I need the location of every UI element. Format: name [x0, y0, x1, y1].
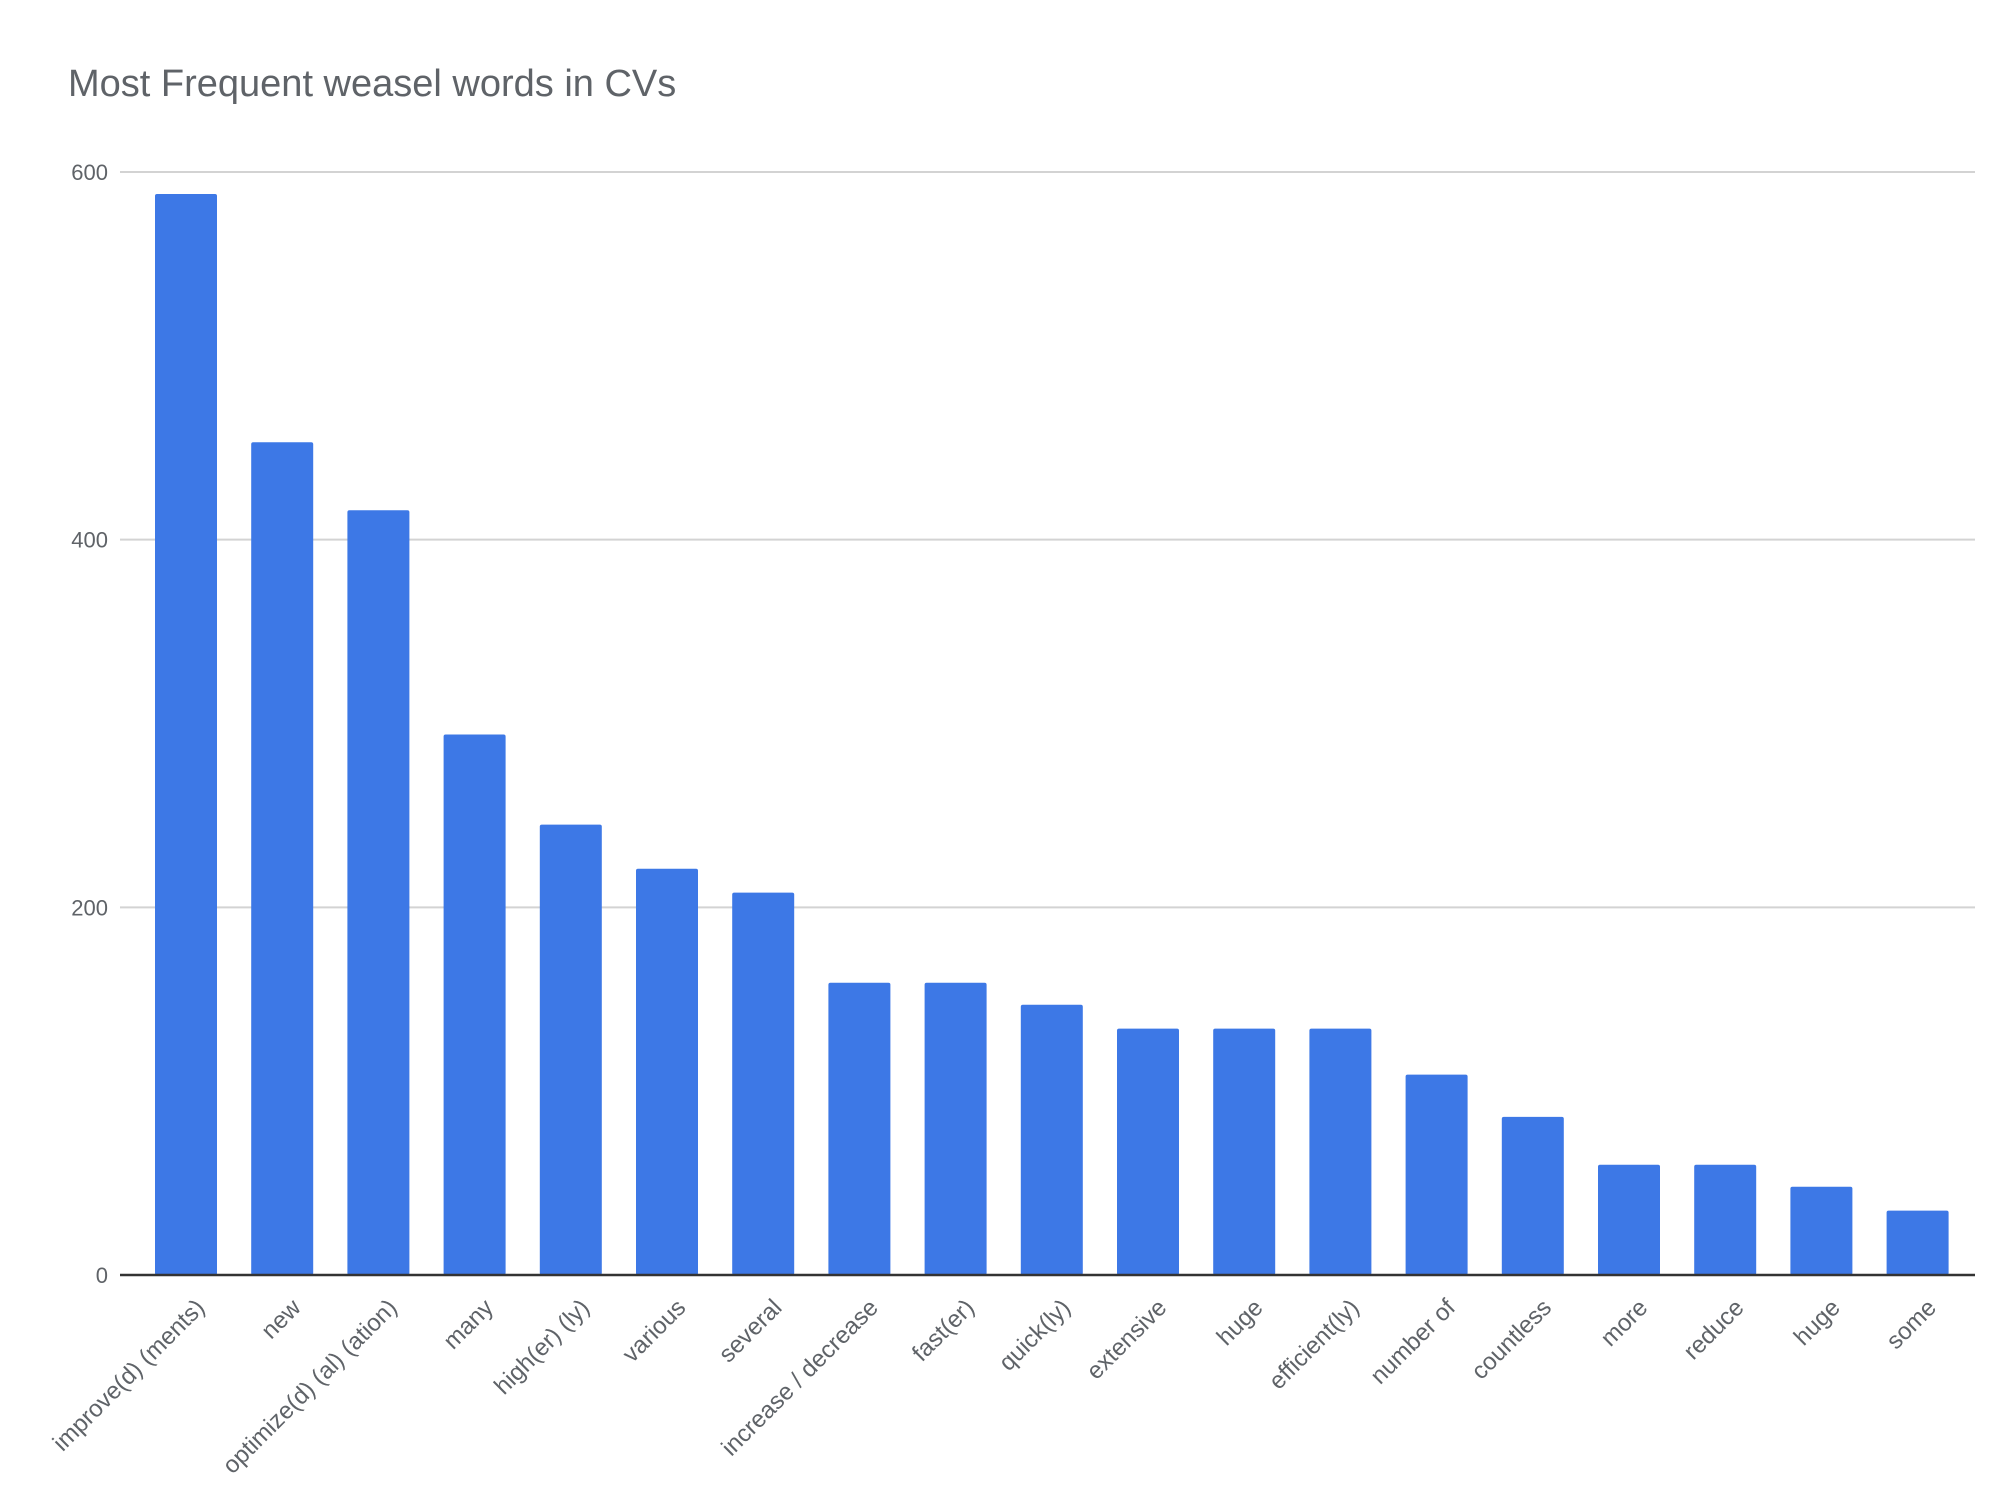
- y-tick-label: 600: [71, 160, 108, 185]
- bar-15: [1501, 1116, 1564, 1275]
- bar-5: [539, 824, 602, 1275]
- bar-18: [1790, 1186, 1853, 1275]
- x-category-label: extensive: [1081, 1294, 1172, 1385]
- x-category-label: huge: [1789, 1294, 1846, 1351]
- bar-8: [828, 982, 891, 1275]
- x-category-label: reduce: [1678, 1294, 1749, 1365]
- x-category-label: huge: [1212, 1294, 1269, 1351]
- bar-19: [1886, 1210, 1949, 1275]
- x-category-label: fast(er): [907, 1294, 980, 1367]
- x-category-label: many: [438, 1294, 499, 1355]
- x-category-label: several: [714, 1294, 788, 1368]
- bar-17: [1694, 1164, 1757, 1275]
- bar-4: [443, 734, 506, 1275]
- y-tick-label: 400: [71, 528, 108, 553]
- gridlines: [120, 171, 1975, 909]
- y-tick-label: 200: [71, 895, 108, 920]
- chart-title: Most Frequent weasel words in CVs: [68, 63, 676, 105]
- x-category-label: more: [1595, 1294, 1653, 1352]
- bar-14: [1405, 1074, 1468, 1275]
- bar-13: [1309, 1028, 1372, 1275]
- x-category-label: new: [256, 1294, 307, 1345]
- bars: [155, 194, 1949, 1276]
- y-tick-label: 0: [96, 1263, 108, 1288]
- x-category-label: various: [617, 1294, 691, 1368]
- x-category-label: efficient(ly): [1264, 1294, 1365, 1395]
- x-category-label: optimize(d) (al) (ation): [218, 1294, 403, 1479]
- x-category-label: some: [1881, 1294, 1942, 1355]
- y-axis-tick-labels: 0 200 400 600: [71, 160, 108, 1288]
- bar-2: [251, 442, 314, 1275]
- bar-3: [347, 510, 410, 1276]
- bar-1: [155, 194, 217, 1275]
- x-category-label: increase / decrease: [716, 1294, 883, 1461]
- x-category-label: improve(d) (ments): [48, 1294, 210, 1456]
- bar-16: [1598, 1164, 1660, 1275]
- bar-6: [636, 868, 698, 1275]
- bar-7: [732, 892, 795, 1275]
- bar-10: [1020, 1004, 1083, 1275]
- x-category-label: number of: [1365, 1294, 1461, 1390]
- x-category-label: quick(ly): [994, 1294, 1076, 1376]
- x-category-label: countless: [1466, 1294, 1557, 1385]
- bar-11: [1117, 1028, 1179, 1275]
- x-category-label: high(er) (ly): [489, 1294, 595, 1400]
- bar-9: [924, 982, 987, 1275]
- bar-12: [1213, 1028, 1276, 1275]
